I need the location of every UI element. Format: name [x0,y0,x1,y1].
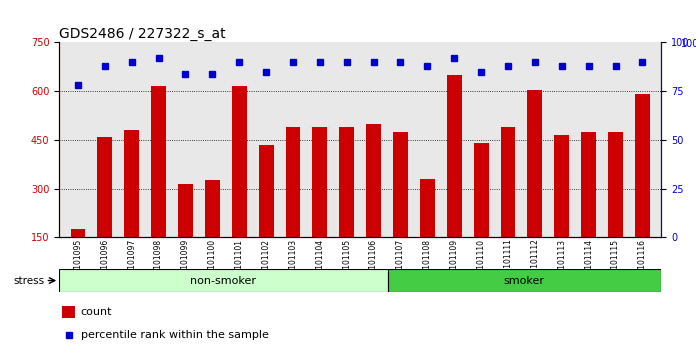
Bar [420,179,435,237]
Bar [285,127,301,237]
Bar [366,124,381,237]
Text: smoker: smoker [504,275,545,286]
Bar [59,269,388,292]
Bar [528,90,542,237]
Y-axis label: 100%: 100% [681,39,696,48]
Bar [340,127,354,237]
Bar [151,86,166,237]
Bar [259,145,274,237]
Text: percentile rank within the sample: percentile rank within the sample [81,330,269,341]
Bar [313,127,327,237]
Bar [393,132,408,237]
Bar [555,135,569,237]
Bar [581,132,596,237]
Bar [635,95,650,237]
Bar [608,132,623,237]
Bar [388,269,661,292]
Bar [62,306,75,318]
Bar [474,143,489,237]
Bar [232,86,246,237]
Text: non-smoker: non-smoker [190,275,256,286]
Bar [178,184,193,237]
Text: count: count [81,307,112,317]
Bar [205,181,220,237]
Bar [125,130,139,237]
Text: GDS2486 / 227322_s_at: GDS2486 / 227322_s_at [59,28,226,41]
Bar [500,127,516,237]
Text: stress: stress [13,275,44,286]
Bar [97,137,112,237]
Bar [447,75,461,237]
Bar [70,229,86,237]
